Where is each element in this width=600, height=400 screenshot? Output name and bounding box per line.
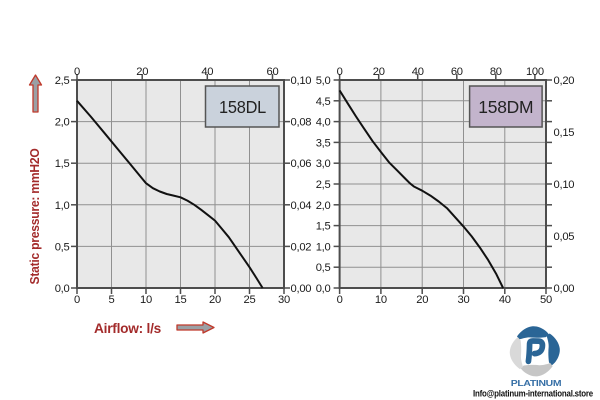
svg-text:30: 30: [458, 294, 470, 306]
svg-text:0: 0: [74, 294, 80, 306]
svg-text:40: 40: [201, 66, 213, 78]
svg-text:1,5: 1,5: [316, 221, 331, 233]
svg-text:0,5: 0,5: [55, 241, 70, 253]
svg-text:40: 40: [499, 294, 511, 306]
svg-text:0,0: 0,0: [316, 283, 331, 295]
svg-text:1,0: 1,0: [316, 241, 331, 253]
svg-text:1,5: 1,5: [55, 158, 70, 170]
svg-text:15: 15: [175, 294, 187, 306]
svg-text:10: 10: [140, 294, 152, 306]
svg-text:0,04: 0,04: [291, 200, 312, 212]
svg-text:PLATINUM: PLATINUM: [511, 379, 562, 388]
svg-text:Airflow: l/s: Airflow: l/s: [94, 321, 161, 336]
svg-text:Static pressure: mmH2O: Static pressure: mmH2O: [27, 149, 42, 285]
svg-text:3,0: 3,0: [316, 158, 331, 170]
svg-text:60: 60: [267, 66, 279, 78]
svg-text:4,0: 4,0: [316, 117, 331, 129]
svg-text:100: 100: [526, 66, 544, 78]
svg-text:50: 50: [540, 294, 552, 306]
svg-text:0: 0: [74, 66, 80, 78]
svg-text:2,5: 2,5: [316, 179, 331, 191]
svg-text:3,5: 3,5: [316, 137, 331, 149]
svg-text:0: 0: [337, 294, 343, 306]
svg-text:5: 5: [109, 294, 115, 306]
svg-text:158DM: 158DM: [478, 97, 533, 117]
svg-text:0,5: 0,5: [316, 262, 331, 274]
svg-text:0,10: 0,10: [554, 179, 575, 191]
svg-text:20: 20: [209, 294, 221, 306]
svg-text:5,0: 5,0: [316, 75, 331, 87]
svg-text:0,00: 0,00: [291, 283, 312, 295]
svg-text:80: 80: [490, 66, 502, 78]
svg-text:0,06: 0,06: [291, 158, 312, 170]
svg-text:30: 30: [278, 294, 290, 306]
svg-text:2,0: 2,0: [316, 200, 331, 212]
svg-text:40: 40: [412, 66, 424, 78]
svg-text:158DL: 158DL: [219, 97, 266, 117]
svg-text:20: 20: [373, 66, 385, 78]
svg-text:0: 0: [337, 66, 343, 78]
svg-text:20: 20: [136, 66, 148, 78]
svg-text:0,00: 0,00: [554, 283, 575, 295]
svg-text:0,05: 0,05: [554, 231, 575, 243]
svg-text:2,5: 2,5: [55, 75, 70, 87]
svg-text:10: 10: [375, 294, 387, 306]
svg-text:1,0: 1,0: [55, 200, 70, 212]
svg-text:0,0: 0,0: [55, 283, 70, 295]
svg-text:2,0: 2,0: [55, 117, 70, 129]
svg-text:20: 20: [416, 294, 428, 306]
svg-text:Info@platinum-international.st: Info@platinum-international.store: [473, 389, 593, 400]
svg-text:60: 60: [451, 66, 463, 78]
svg-text:0,02: 0,02: [291, 241, 312, 253]
svg-text:0,08: 0,08: [291, 117, 312, 129]
svg-text:4,5: 4,5: [316, 96, 331, 108]
svg-text:0,10: 0,10: [291, 75, 312, 87]
svg-text:0,20: 0,20: [554, 75, 575, 87]
svg-text:25: 25: [244, 294, 256, 306]
svg-text:0,15: 0,15: [554, 127, 575, 139]
